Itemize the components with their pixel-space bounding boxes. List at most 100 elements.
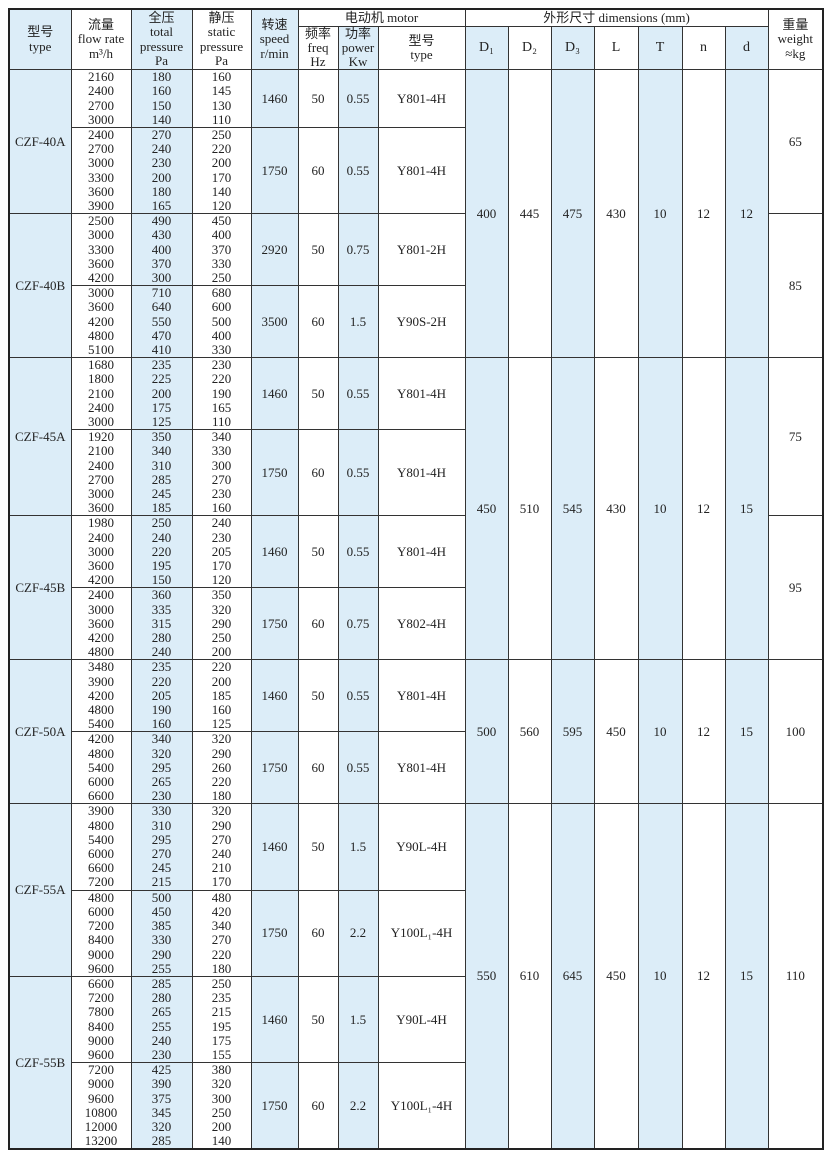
flow-rate-values-line: 6600 [88,788,114,804]
total-pressure-values-line: 400 [151,241,172,257]
dim-l: 430 [593,69,639,359]
flow-rate-values-line: 4800 [88,644,114,660]
static-pressure-values-line: 195 [211,1018,232,1034]
static-pressure-values-line: 170 [211,169,232,185]
total-pressure-values-line: 375 [151,1090,172,1106]
flow-rate-values: 3000 3600 4200 4800 5100 [70,285,132,359]
static-pressure-values-line: 400 [211,227,232,243]
header-freq: 频率 freq Hz [297,25,339,71]
static-pressure-values-line: 130 [211,97,232,113]
flow-rate-values-line: 7200 [88,918,114,934]
flow-rate-values-line: 9000 [88,946,114,962]
static-pressure-values-line: 160 [211,702,232,718]
static-pressure-values-line: 155 [211,1046,232,1062]
motor-type: Y90L-4H [377,803,466,891]
header-static-line: pressure [199,38,244,54]
static-pressure-values-line: 230 [211,529,232,545]
header-freq-line: Hz [310,53,326,69]
flow-rate-values-line: 3000 [88,413,114,429]
total-pressure-values-line: 350 [151,429,172,445]
speed: 1750 [250,889,299,977]
static-pressure-values-line: 235 [211,990,232,1006]
dim-t: 10 [637,803,683,1150]
total-pressure-values-line: 195 [151,558,172,574]
total-pressure-values-line: 245 [151,486,172,501]
flow-rate-values-line: 9600 [88,960,114,976]
static-pressure-values: 340 330 300 270 230 160 [191,429,252,517]
static-pressure-values-line: 420 [211,903,232,919]
total-pressure-values-line: 240 [151,529,172,545]
flow-rate-values-line: 3900 [88,673,114,689]
total-pressure-values-line: 215 [151,874,172,890]
header-speed-line: speed [259,31,290,47]
table-row: CZF-45B 1980 2400 3000 3600 4200 250 240 220 195 1… [8,515,824,661]
static-pressure-values-line: 320 [211,601,232,617]
flow-rate-values: 2500 3000 3300 3600 4200 [70,213,132,287]
table-body: CZF-40A 2160 2400 2700 3000 180 160 150 140 160 14… [8,69,824,1150]
total-pressure-values-line: 265 [151,1004,172,1020]
dim-d3: 595 [550,659,595,805]
total-pressure-values-line: 330 [151,932,172,948]
static-pressure-values: 380 320 300 250 200 140 [191,1062,252,1150]
frequency: 60 [297,1062,339,1150]
model-type: CZF-40A [8,69,72,215]
flow-rate-values-line: 2400 [88,83,114,99]
total-pressure-values-line: 290 [151,946,172,962]
power: 0.55 [337,659,379,733]
static-pressure-values-line: 205 [211,543,232,559]
static-pressure-values: 320 290 270 240 210 170 [191,803,252,891]
header-flow-line: m³/h [88,45,114,61]
static-pressure-values-line: 160 [211,69,232,85]
static-pressure-values-line: 210 [211,860,232,876]
total-pressure-values-line: 230 [151,155,172,171]
header-freq-line: freq [307,39,329,55]
static-pressure-values-line: 380 [211,1062,232,1078]
motor-type: Y90L-4H [377,975,466,1064]
flow-rate-values-line: 2700 [88,471,114,487]
flow-rate-values-line: 4800 [88,817,114,833]
total-pressure-values-line: 235 [151,357,172,373]
speed: 3500 [250,285,299,359]
flow-rate-values-line: 2400 [88,529,114,545]
dim-n: 12 [681,357,726,661]
total-pressure-values-line: 280 [151,990,172,1006]
frequency: 50 [297,69,339,128]
static-pressure-values: 320 290 260 220 180 [191,731,252,805]
dim-d2: 610 [507,803,552,1150]
static-pressure-values-line: 400 [211,327,232,343]
total-pressure-values-line: 500 [151,889,172,905]
static-pressure-values-line: 110 [211,111,232,127]
static-pressure-values-line: 180 [211,960,232,976]
static-pressure-values-line: 220 [211,659,232,675]
static-pressure-values-line: 170 [211,874,232,890]
flow-rate-values-line: 9000 [88,1032,114,1048]
model-type: CZF-40B [8,213,72,359]
total-pressure-values-line: 205 [151,687,172,703]
static-pressure-values-line: 370 [211,241,232,257]
header-speed-line: r/min [260,45,289,61]
total-pressure-values-line: 200 [151,169,172,185]
total-pressure-values-line: 255 [151,1018,172,1034]
motor-type: Y801-4H [377,357,466,431]
total-pressure-values: 235 225 200 175 125 [130,357,193,431]
dim-d1: 550 [464,803,509,1150]
header-motor: 电动机 motor [297,8,466,27]
frequency: 60 [297,731,339,805]
power: 0.75 [337,213,379,287]
total-pressure-values-line: 265 [151,774,172,790]
flow-rate-values-line: 3600 [88,558,114,574]
header-weight: 重量 weight ≈kg [767,8,824,71]
static-pressure-values-line: 185 [211,687,232,703]
flow-rate-values: 4200 4800 5400 6000 6600 [70,731,132,805]
table-row: CZF-55B 6600 7200 7800 8400 9000 9600 285 280 265… [8,975,823,1150]
dim-d1: 400 [464,69,509,359]
static-pressure-values-line: 230 [211,486,232,501]
dim-t: 10 [637,659,683,805]
flow-rate-values-line: 3000 [88,111,114,127]
total-pressure-values-line: 150 [151,572,172,588]
header-motor-type: 型号 type [377,25,466,71]
total-pressure-values: 360 335 315 280 240 [130,587,193,661]
model-type: CZF-45A [8,357,72,517]
dim-l: 430 [593,357,639,661]
header-motor-type-line: 型号 [408,32,435,48]
